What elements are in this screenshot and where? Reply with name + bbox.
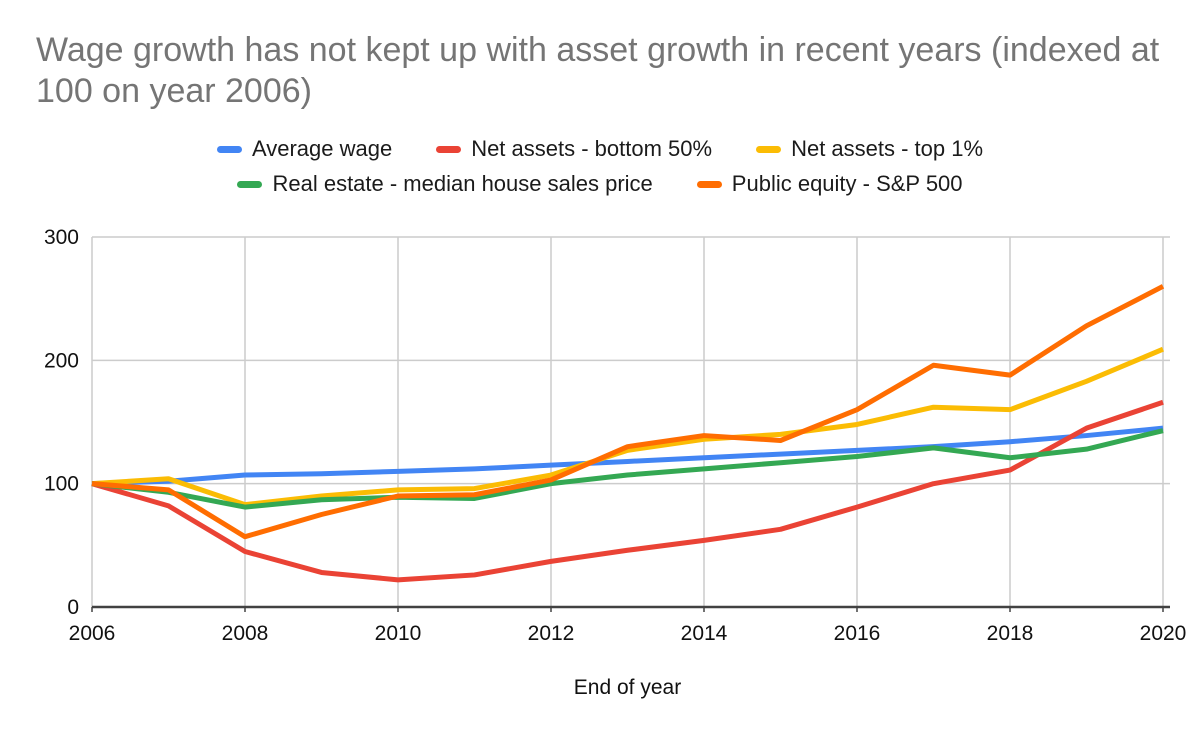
legend-swatch-net-assets-top-1 [756, 145, 782, 153]
legend-label: Net assets - bottom 50% [471, 136, 713, 161]
legend-item-net-assets-bottom-50[interactable]: Net assets - bottom 50% [436, 136, 712, 162]
x-tick-label: 2008 [222, 622, 269, 645]
legend-item-net-assets-top-1[interactable]: Net assets - top 1% [756, 136, 983, 162]
x-tick-label: 2006 [69, 622, 116, 645]
series-line-average-wage [91, 425, 1164, 487]
y-tick-label: 100 [44, 473, 79, 496]
legend-label: Real estate - median house sales price [272, 171, 653, 196]
x-tick-label: 2018 [987, 622, 1034, 645]
legend-item-public-equity[interactable]: Public equity - S&P 500 [696, 171, 963, 197]
legend-swatch-average-wage [216, 145, 242, 153]
series-line-public-equity-s-p-500 [91, 284, 1165, 540]
x-tick-label: 2010 [375, 622, 422, 645]
series-line-real-estate-median-house-sales-price [91, 428, 1164, 510]
series-line-net-assets-bottom-50- [91, 399, 1164, 583]
x-tick-label: 2020 [1140, 622, 1187, 645]
legend-label: Public equity - S&P 500 [731, 171, 963, 196]
chart-title: Wage growth has not kept up with asset g… [36, 31, 1160, 110]
legend-swatch-net-assets-bottom-50 [436, 145, 462, 153]
y-tick-label: 300 [44, 226, 79, 249]
series-line-net-assets-top-1- [91, 346, 1164, 508]
x-tick-label: 2016 [834, 622, 881, 645]
chart-legend: Average wage Net assets - bottom 50% Net… [120, 136, 1080, 197]
x-tick-label: 2014 [681, 622, 728, 645]
legend-label: Average wage [251, 136, 393, 161]
legend-swatch-public-equity [696, 180, 722, 188]
legend-item-real-estate[interactable]: Real estate - median house sales price [237, 171, 653, 197]
legend-label: Net assets - top 1% [791, 136, 984, 161]
legend-item-average-wage[interactable]: Average wage [216, 136, 393, 162]
x-axis-title: End of year [573, 676, 682, 699]
y-tick-label: 200 [44, 349, 79, 372]
x-tick-label: 2012 [528, 622, 575, 645]
y-tick-label: 0 [67, 596, 79, 619]
legend-swatch-real-estate [237, 180, 263, 188]
